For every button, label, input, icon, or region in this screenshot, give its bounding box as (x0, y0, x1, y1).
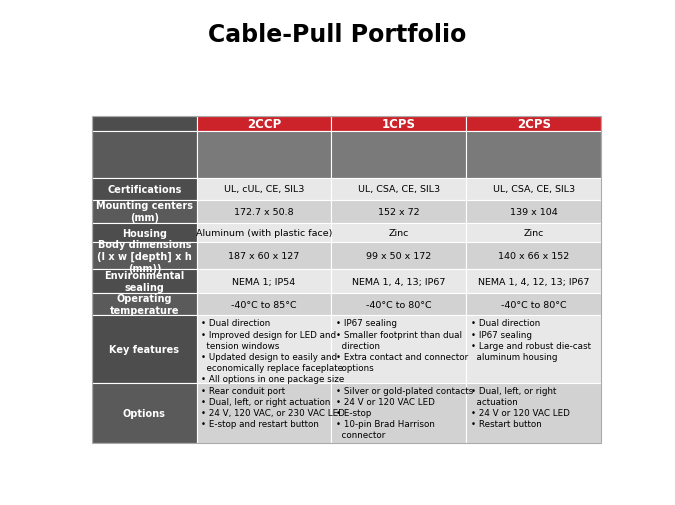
Bar (466, 132, 601, 179)
Bar (331, 200, 466, 224)
Bar (331, 224, 466, 243)
Text: NEMA 1, 4, 12, 13; IP67: NEMA 1, 4, 12, 13; IP67 (478, 277, 589, 286)
Text: -40°C to 80°C: -40°C to 80°C (501, 300, 566, 309)
Text: Zinc: Zinc (389, 229, 409, 238)
Bar (92, 224, 196, 243)
Bar (196, 293, 331, 316)
Bar (92, 243, 196, 270)
Bar (331, 293, 466, 316)
Text: • IP67 sealing
• Smaller footprint than dual
  direction
• Extra contact and con: • IP67 sealing • Smaller footprint than … (335, 319, 468, 372)
Bar (92, 293, 196, 316)
Text: -40°C to 85°C: -40°C to 85°C (232, 300, 297, 309)
Text: Body dimensions
(l x w [depth] x h
(mm)): Body dimensions (l x w [depth] x h (mm)) (97, 239, 192, 273)
Text: UL, cUL, CE, SIL3: UL, cUL, CE, SIL3 (224, 185, 304, 194)
Bar (466, 316, 601, 383)
Bar (92, 117, 601, 443)
Bar (196, 270, 331, 293)
Bar (92, 316, 196, 383)
Bar (196, 224, 331, 243)
Bar (196, 179, 331, 200)
Bar (331, 316, 466, 383)
Bar (92, 179, 196, 200)
Text: 99 x 50 x 172: 99 x 50 x 172 (367, 252, 431, 261)
Text: Zinc: Zinc (524, 229, 544, 238)
Bar (331, 117, 466, 132)
Bar (466, 179, 601, 200)
Bar (196, 200, 331, 224)
Text: UL, CSA, CE, SIL3: UL, CSA, CE, SIL3 (358, 185, 440, 194)
Bar (331, 270, 466, 293)
Bar (331, 383, 466, 443)
Text: Environmental
sealing: Environmental sealing (104, 271, 184, 292)
Text: 187 x 60 x 127: 187 x 60 x 127 (228, 252, 300, 261)
Text: • Silver or gold-plated contacts
• 24 V or 120 VAC LED
• E-stop
• 10-pin Brad Ha: • Silver or gold-plated contacts • 24 V … (335, 386, 473, 439)
Bar (331, 179, 466, 200)
Bar (466, 383, 601, 443)
Bar (466, 200, 601, 224)
Text: 1CPS: 1CPS (382, 118, 416, 131)
Text: Mounting centers
(mm): Mounting centers (mm) (96, 201, 193, 223)
Bar (466, 243, 601, 270)
Bar (466, 293, 601, 316)
Bar (196, 383, 331, 443)
Bar (92, 383, 196, 443)
Text: 172.7 x 50.8: 172.7 x 50.8 (234, 208, 294, 217)
Text: 2CCP: 2CCP (247, 118, 281, 131)
Text: Certifications: Certifications (107, 185, 182, 194)
Bar (196, 243, 331, 270)
Bar (92, 270, 196, 293)
Bar (466, 224, 601, 243)
Text: NEMA 1, 4, 13; IP67: NEMA 1, 4, 13; IP67 (352, 277, 446, 286)
Text: UL, CSA, CE, SIL3: UL, CSA, CE, SIL3 (493, 185, 575, 194)
Text: NEMA 1; IP54: NEMA 1; IP54 (232, 277, 296, 286)
Text: • Dual, left, or right
  actuation
• 24 V or 120 VAC LED
• Restart button: • Dual, left, or right actuation • 24 V … (470, 386, 570, 428)
Text: • Rear conduit port
• Dual, left, or right actuation
• 24 V, 120 VAC, or 230 VAC: • Rear conduit port • Dual, left, or rig… (200, 386, 345, 428)
Bar (331, 132, 466, 179)
Text: Aluminum (with plastic face): Aluminum (with plastic face) (196, 229, 332, 238)
Text: 152 x 72: 152 x 72 (378, 208, 420, 217)
Bar (466, 117, 601, 132)
Text: 139 x 104: 139 x 104 (510, 208, 558, 217)
Bar (196, 132, 331, 179)
Bar (92, 117, 196, 132)
Bar (196, 117, 331, 132)
Bar (466, 270, 601, 293)
Bar (331, 243, 466, 270)
Text: Key features: Key features (109, 344, 180, 355)
Text: -40°C to 80°C: -40°C to 80°C (366, 300, 432, 309)
Bar (92, 200, 196, 224)
Text: Operating
temperature: Operating temperature (109, 293, 179, 316)
Text: 2CPS: 2CPS (517, 118, 551, 131)
Text: Options: Options (123, 409, 166, 418)
Text: Cable-Pull Portfolio: Cable-Pull Portfolio (209, 23, 466, 46)
Text: • Dual direction
• IP67 sealing
• Large and robust die-cast
  aluminum housing: • Dual direction • IP67 sealing • Large … (470, 319, 591, 361)
Bar (196, 316, 331, 383)
Bar (92, 132, 196, 179)
Text: 140 x 66 x 152: 140 x 66 x 152 (498, 252, 570, 261)
Text: Housing: Housing (122, 228, 167, 238)
Text: • Dual direction
• Improved design for LED and
  tension windows
• Updated desig: • Dual direction • Improved design for L… (200, 319, 344, 383)
